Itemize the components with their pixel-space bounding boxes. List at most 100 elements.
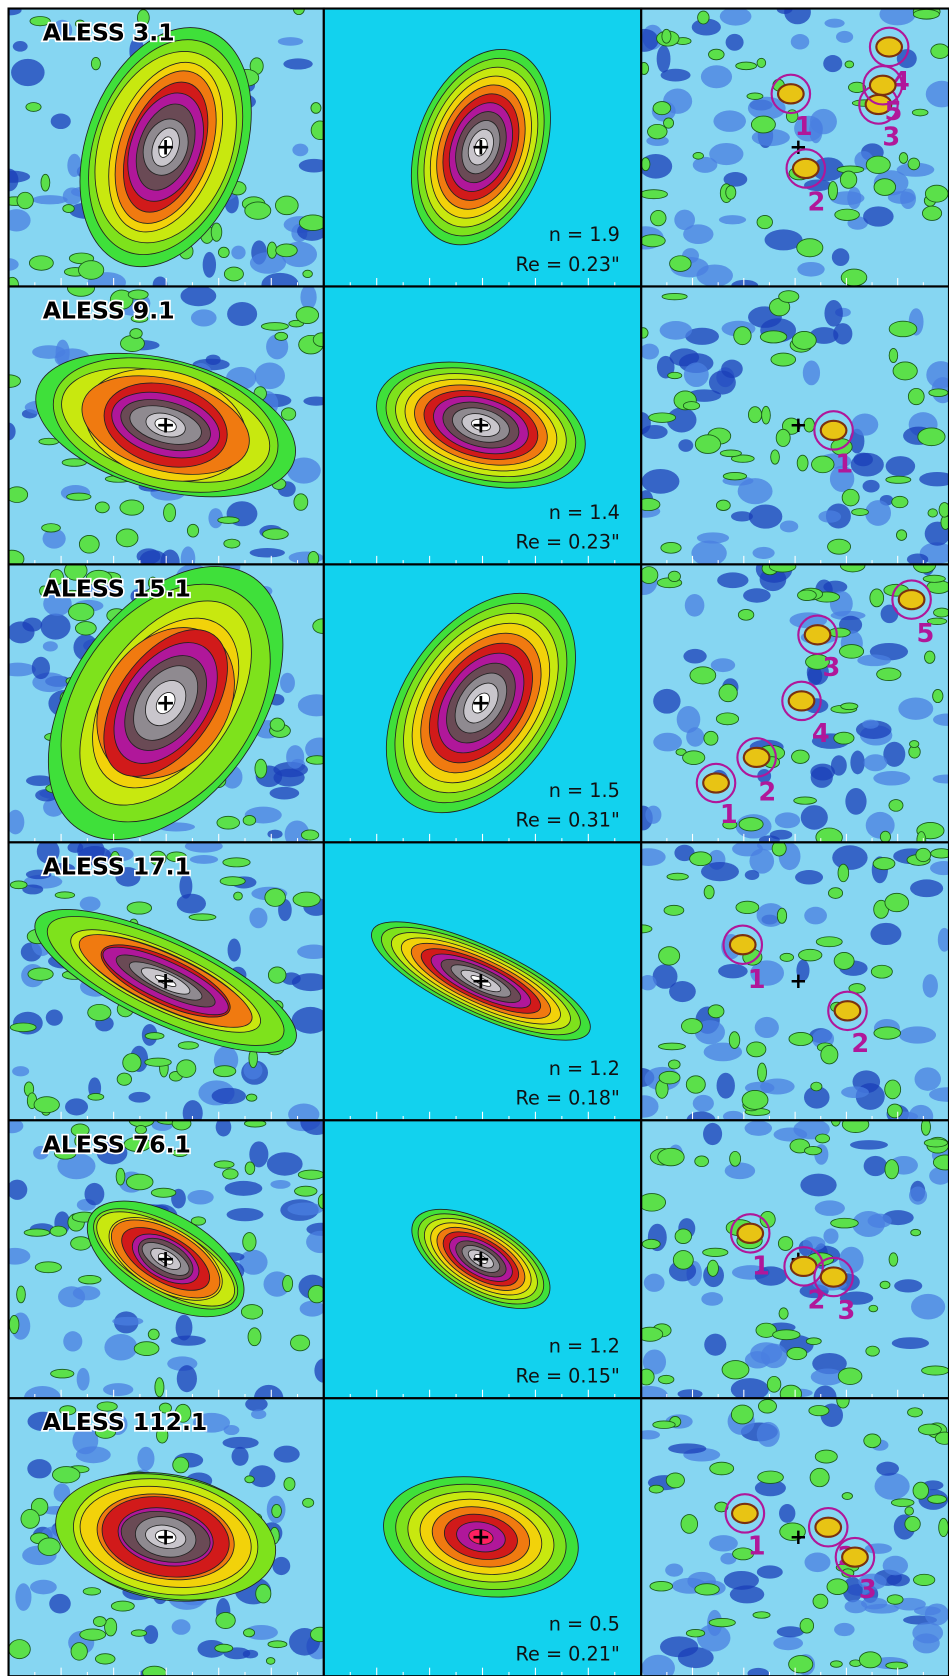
- noise-blob: [703, 885, 715, 900]
- component-circle: [729, 1213, 771, 1254]
- noise-blob: [67, 286, 96, 297]
- noise-blob: [288, 319, 305, 328]
- noise-blob: [8, 662, 36, 677]
- residual-panel: +1 2: [641, 842, 949, 1121]
- noise-blob: [302, 1497, 315, 1508]
- noise-blob: [826, 1578, 849, 1595]
- noise-blob: [840, 268, 868, 287]
- center-cross: +: [156, 967, 176, 995]
- noise-blob: [696, 264, 733, 287]
- noise-blob: [70, 1123, 90, 1137]
- noise-blob: [653, 688, 681, 714]
- noise-blob: [25, 102, 42, 112]
- contour: [155, 691, 176, 715]
- noise-blob: [641, 1430, 660, 1440]
- noise-blob: [849, 1140, 888, 1150]
- noise-blob: [307, 551, 320, 565]
- noise-blob: [37, 1537, 61, 1556]
- noise-blob: [707, 1004, 725, 1019]
- noise-blob: [796, 454, 809, 472]
- noise-blob: [804, 179, 832, 192]
- noise-blob: [217, 516, 240, 524]
- component-label: 1: [835, 450, 853, 480]
- noise-blob: [103, 1383, 134, 1397]
- noise-blob: [244, 1161, 256, 1175]
- noise-blob: [109, 289, 134, 310]
- noise-blob: [123, 1136, 152, 1152]
- noise-blob: [865, 155, 891, 174]
- noise-blob: [210, 222, 223, 242]
- noise-blob: [907, 1407, 923, 1418]
- noise-blob: [779, 1503, 796, 1523]
- noise-blob: [243, 1628, 256, 1638]
- noise-blob: [244, 201, 272, 220]
- noise-blob: [917, 1423, 942, 1436]
- noise-blob: [262, 528, 289, 540]
- noise-blob: [172, 1456, 190, 1474]
- noise-blob: [8, 1315, 20, 1335]
- contour: [157, 1253, 174, 1265]
- component-label: 3: [882, 123, 900, 153]
- noise-blob: [932, 1154, 949, 1171]
- component-circle: [827, 990, 868, 1032]
- noise-blob: [137, 1446, 155, 1471]
- noise-blob: [884, 1079, 902, 1100]
- noise-blob: [666, 407, 697, 433]
- noise-blob: [239, 1249, 268, 1275]
- noise-blob: [115, 1167, 126, 1186]
- noise-blob: [23, 1228, 51, 1237]
- noise-blob: [786, 1347, 808, 1361]
- noise-blob: [92, 1616, 107, 1627]
- noise-blob: [912, 9, 940, 20]
- noise-blob: [659, 321, 693, 340]
- noise-blob: [907, 157, 921, 171]
- noise-blob: [803, 1086, 830, 1109]
- noise-blob: [78, 534, 100, 554]
- contour: [471, 692, 490, 714]
- noise-blob: [812, 1352, 847, 1375]
- noise-blob: [294, 1185, 318, 1197]
- noise-blob: [779, 1522, 806, 1541]
- component-label: 3: [859, 1575, 877, 1605]
- noise-blob: [892, 361, 918, 381]
- sersic-index: n = 0.5: [549, 1613, 620, 1636]
- noise-blob: [312, 618, 324, 634]
- noise-blob: [770, 352, 797, 367]
- noise-blob: [300, 286, 317, 310]
- noise-blob: [641, 189, 668, 200]
- noise-blob: [122, 1053, 142, 1073]
- component-label: 1: [720, 800, 738, 830]
- component-label: 5: [885, 97, 903, 127]
- noise-blob: [8, 809, 25, 835]
- noise-blob: [665, 1472, 685, 1489]
- noise-blob: [927, 1494, 947, 1504]
- noise-blob: [896, 529, 908, 541]
- noise-blob: [674, 209, 695, 231]
- noise-blob: [125, 1173, 154, 1191]
- noise-blob: [31, 656, 51, 680]
- noise-blob: [8, 8, 22, 16]
- noise-blob: [222, 1436, 259, 1449]
- effective-radius: Re = 0.21": [516, 1643, 620, 1666]
- noise-blob: [197, 1639, 226, 1658]
- noise-blob: [641, 1095, 659, 1118]
- noise-blob: [719, 8, 752, 26]
- noise-blob: [778, 290, 800, 303]
- noise-blob: [75, 621, 97, 636]
- noise-blob: [804, 906, 827, 925]
- center-cross: +: [789, 1525, 807, 1550]
- noise-blob: [840, 702, 859, 711]
- noise-blob: [888, 1252, 899, 1267]
- noise-blob: [184, 842, 223, 853]
- noise-blob: [796, 238, 824, 258]
- component-label: 5: [917, 619, 935, 649]
- noise-blob: [214, 1643, 234, 1653]
- noise-blob: [768, 564, 797, 573]
- noise-blob: [171, 1120, 192, 1131]
- noise-blob: [672, 1250, 694, 1270]
- noise-blob: [283, 58, 313, 70]
- noise-blob: [747, 1667, 770, 1676]
- component-label: 4: [812, 719, 830, 749]
- center-cross: +: [471, 133, 491, 161]
